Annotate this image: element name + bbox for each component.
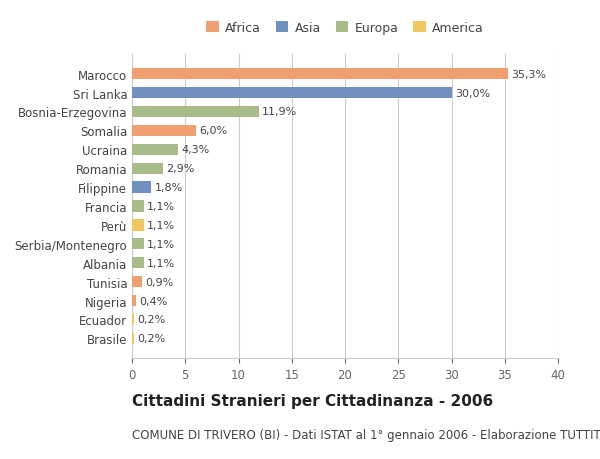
- Text: 4,3%: 4,3%: [181, 145, 209, 155]
- Text: 35,3%: 35,3%: [511, 69, 546, 79]
- Bar: [132, 333, 134, 344]
- Text: 30,0%: 30,0%: [455, 89, 490, 98]
- Text: 0,4%: 0,4%: [139, 296, 168, 306]
- Text: 0,2%: 0,2%: [137, 334, 166, 344]
- Bar: [132, 163, 163, 174]
- Bar: [132, 88, 452, 99]
- Text: 0,9%: 0,9%: [145, 277, 173, 287]
- Text: COMUNE DI TRIVERO (BI) - Dati ISTAT al 1° gennaio 2006 - Elaborazione TUTTITALIA: COMUNE DI TRIVERO (BI) - Dati ISTAT al 1…: [132, 428, 600, 441]
- Bar: [132, 276, 142, 288]
- Bar: [132, 314, 134, 325]
- Text: 1,1%: 1,1%: [147, 258, 175, 268]
- Bar: [132, 106, 259, 118]
- Bar: [132, 239, 144, 250]
- Text: 1,1%: 1,1%: [147, 239, 175, 249]
- Bar: [132, 125, 196, 137]
- Bar: [132, 69, 508, 80]
- Bar: [132, 295, 136, 307]
- Text: 1,1%: 1,1%: [147, 202, 175, 212]
- Text: 1,1%: 1,1%: [147, 220, 175, 230]
- Text: 1,8%: 1,8%: [154, 183, 182, 193]
- Bar: [132, 257, 144, 269]
- Text: 2,9%: 2,9%: [166, 164, 194, 174]
- Text: Cittadini Stranieri per Cittadinanza - 2006: Cittadini Stranieri per Cittadinanza - 2…: [132, 393, 493, 409]
- Text: 6,0%: 6,0%: [199, 126, 227, 136]
- Bar: [132, 144, 178, 156]
- Bar: [132, 220, 144, 231]
- Bar: [132, 182, 151, 193]
- Text: 11,9%: 11,9%: [262, 107, 297, 117]
- Bar: [132, 201, 144, 212]
- Text: 0,2%: 0,2%: [137, 315, 166, 325]
- Legend: Africa, Asia, Europa, America: Africa, Asia, Europa, America: [206, 22, 484, 35]
